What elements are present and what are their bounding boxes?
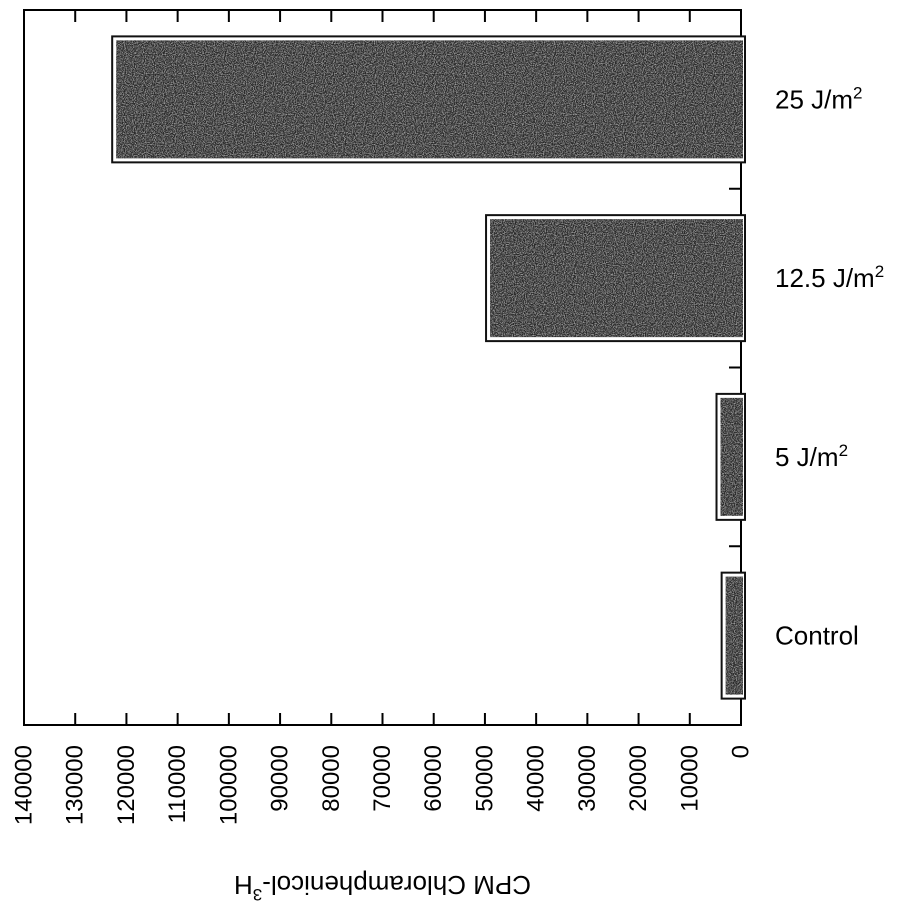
bars xyxy=(111,35,747,700)
x-tick-label-13: 130000 xyxy=(62,745,89,825)
x-tick-label-2: 20000 xyxy=(625,745,652,812)
bar-fill-3 xyxy=(725,576,743,695)
x-tick-label-7: 70000 xyxy=(369,745,396,812)
x-tick-label-12: 120000 xyxy=(113,745,140,825)
x-axis-title: CPM Chloramphenicol-3H xyxy=(234,870,531,905)
x-tick-label-1: 10000 xyxy=(676,745,703,812)
category-label-base-1: 12.5 J/m xyxy=(775,263,875,293)
bar-fill-1 xyxy=(490,219,743,338)
bar-fill-0 xyxy=(116,40,743,159)
category-label-base-0: 25 J/m xyxy=(775,84,853,114)
category-label-3: Control xyxy=(775,621,859,651)
x-axis-title-sup: 3 xyxy=(253,886,262,905)
category-label-sup-2: 2 xyxy=(839,441,848,460)
x-tick-label-3: 30000 xyxy=(574,745,601,812)
x-axis-title-base: CPM Chloramphenicol- xyxy=(262,870,531,900)
category-label-1: 12.5 J/m2 xyxy=(775,262,884,293)
x-tick-label-10: 100000 xyxy=(215,745,242,825)
bar-2 xyxy=(715,392,746,521)
category-label-0: 25 J/m2 xyxy=(775,83,863,114)
category-label-base-3: Control xyxy=(775,621,859,651)
bar-3 xyxy=(720,571,747,700)
bar-1 xyxy=(485,214,746,343)
x-axis-title-tail: H xyxy=(234,870,253,900)
x-tick-label-11: 110000 xyxy=(164,745,191,823)
bar-0 xyxy=(111,35,746,164)
x-tick-label-8: 80000 xyxy=(318,745,345,812)
bar-fill-2 xyxy=(720,397,743,516)
category-label-base-2: 5 J/m xyxy=(775,442,839,472)
category-label-sup-0: 2 xyxy=(853,83,862,102)
x-tick-label-4: 40000 xyxy=(523,745,550,812)
x-tick-label-0: 0 xyxy=(728,745,755,758)
category-label-2: 5 J/m2 xyxy=(775,441,848,472)
x-tick-label-9: 90000 xyxy=(267,745,294,812)
x-tick-labels: 0 10000 20000 30000 40000 50000 60000 70000 8000… xyxy=(11,745,755,825)
x-tick-label-14: 140000 xyxy=(11,745,38,825)
category-label-sup-1: 2 xyxy=(875,262,884,281)
axis-ticks xyxy=(23,10,742,725)
x-tick-label-5: 50000 xyxy=(471,745,498,812)
x-tick-label-6: 60000 xyxy=(420,745,447,812)
